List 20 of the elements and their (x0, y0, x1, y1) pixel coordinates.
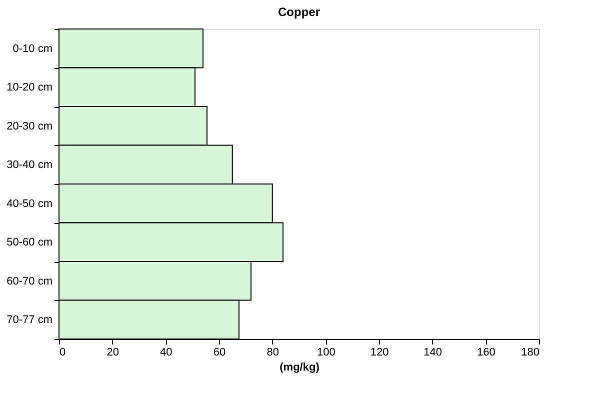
y-tick-label: 30-40 cm (6, 159, 52, 172)
x-tick-label: 120 (370, 346, 389, 358)
x-axis-title: (mg/kg) (280, 362, 320, 374)
x-tick-label: 180 (521, 346, 540, 358)
y-tick-label: 60-70 cm (6, 275, 52, 288)
chart-title: Copper (278, 5, 320, 19)
x-tick-label: 160 (476, 346, 496, 358)
x-tick-label: 80 (266, 346, 279, 358)
y-tick-label: 0-10 cm (12, 42, 52, 55)
x-tick-label: 100 (316, 346, 336, 358)
y-tick-label: 40-50 cm (6, 198, 52, 210)
x-tick-label: 40 (160, 346, 172, 358)
y-tick-label: 50-60 cm (6, 236, 52, 249)
y-tick-label: 70-77 cm (6, 314, 52, 326)
x-tick-label: 0 (60, 346, 66, 358)
x-tick-label: 20 (106, 346, 119, 358)
x-tick-label: 60 (213, 346, 226, 358)
y-tick-label: 20-30 cm (6, 120, 52, 132)
x-tick-label: 140 (424, 346, 442, 358)
y-tick-label: 10-20 cm (6, 82, 52, 94)
